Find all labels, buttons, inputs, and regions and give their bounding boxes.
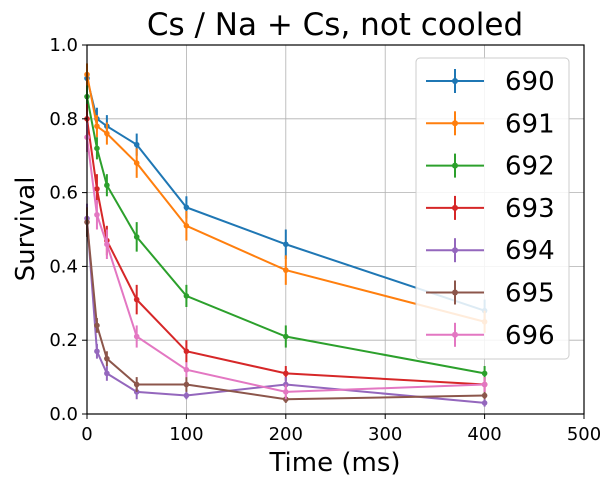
data-point	[133, 141, 140, 148]
legend-swatch-marker	[452, 78, 458, 84]
legend: 690 691 692 693 694 695 696	[415, 57, 570, 360]
legend-item-692: 692	[426, 152, 555, 182]
legend-label: 696	[505, 321, 555, 351]
data-point	[183, 381, 190, 388]
legend-swatch-marker	[452, 247, 458, 254]
data-point	[183, 293, 190, 299]
legend-item-693: 693	[426, 194, 555, 224]
x-tick-label: 300	[368, 424, 402, 445]
data-point	[94, 186, 100, 192]
data-point	[283, 389, 289, 395]
data-point	[183, 223, 190, 229]
series-layer	[84, 63, 488, 407]
data-point	[481, 370, 488, 377]
x-tick-label: 400	[467, 424, 501, 445]
legend-label: 694	[505, 236, 555, 266]
data-point	[94, 348, 100, 355]
chart-title: Cs / Na + Cs, not cooled	[147, 7, 523, 43]
y-tick-label: 0.6	[49, 183, 78, 204]
y-tick-label: 0.0	[49, 404, 78, 425]
legend-item-695: 695	[426, 279, 555, 309]
data-point	[283, 370, 289, 377]
data-point	[283, 267, 289, 273]
plot-frame	[86, 44, 585, 415]
data-point	[133, 234, 140, 240]
legend-label: 691	[505, 109, 555, 139]
legend-swatch-marker	[452, 162, 458, 169]
legend-item-694: 694	[426, 236, 555, 266]
legend-label: 695	[505, 279, 555, 309]
legend-item-696: 696	[426, 321, 555, 351]
data-point	[133, 160, 140, 166]
data-point	[94, 123, 100, 129]
data-point	[183, 392, 190, 399]
data-point	[133, 381, 140, 388]
legend-label: 690	[505, 67, 555, 97]
data-point	[133, 296, 140, 303]
data-point	[183, 348, 190, 355]
legend-swatch-marker	[452, 331, 458, 338]
legend-swatch-marker	[452, 204, 458, 211]
data-point	[104, 182, 110, 189]
y-tick-label: 1.0	[49, 35, 78, 56]
y-tick-label: 0.4	[49, 256, 78, 277]
x-tick-label: 0	[81, 424, 92, 445]
y-tick-label: 0.8	[49, 109, 78, 130]
legend-swatch-marker	[452, 120, 458, 127]
data-point	[481, 392, 488, 399]
x-tick-label: 200	[269, 424, 303, 445]
x-tick-label: 100	[169, 424, 203, 445]
y-axis-label: Survival	[11, 177, 41, 282]
x-tick-label: 500	[567, 424, 601, 445]
ticks: 0 100 200 300 400 500 0.0 0.2 0.4 0.6 0.8 1.0	[49, 35, 601, 445]
data-point	[183, 366, 190, 373]
legend-label: 692	[505, 152, 555, 182]
data-point	[133, 333, 140, 340]
data-point	[94, 211, 100, 218]
legend-item-690: 690	[426, 67, 555, 97]
legend-label: 693	[505, 194, 555, 224]
legend-swatch-marker	[452, 289, 458, 296]
data-point	[104, 130, 110, 137]
data-point	[183, 204, 190, 211]
x-axis-label: Time (ms)	[268, 448, 400, 478]
data-point	[283, 333, 289, 340]
y-tick-label: 0.2	[49, 330, 78, 351]
data-point	[94, 322, 100, 329]
data-point	[104, 370, 110, 377]
data-point	[481, 400, 488, 406]
data-point	[104, 355, 110, 362]
legend-item-691: 691	[426, 109, 555, 139]
series-691	[84, 63, 488, 333]
data-point	[481, 381, 488, 388]
data-point	[94, 145, 100, 152]
series-696	[84, 122, 488, 400]
data-point	[104, 241, 110, 248]
data-point	[283, 241, 289, 248]
